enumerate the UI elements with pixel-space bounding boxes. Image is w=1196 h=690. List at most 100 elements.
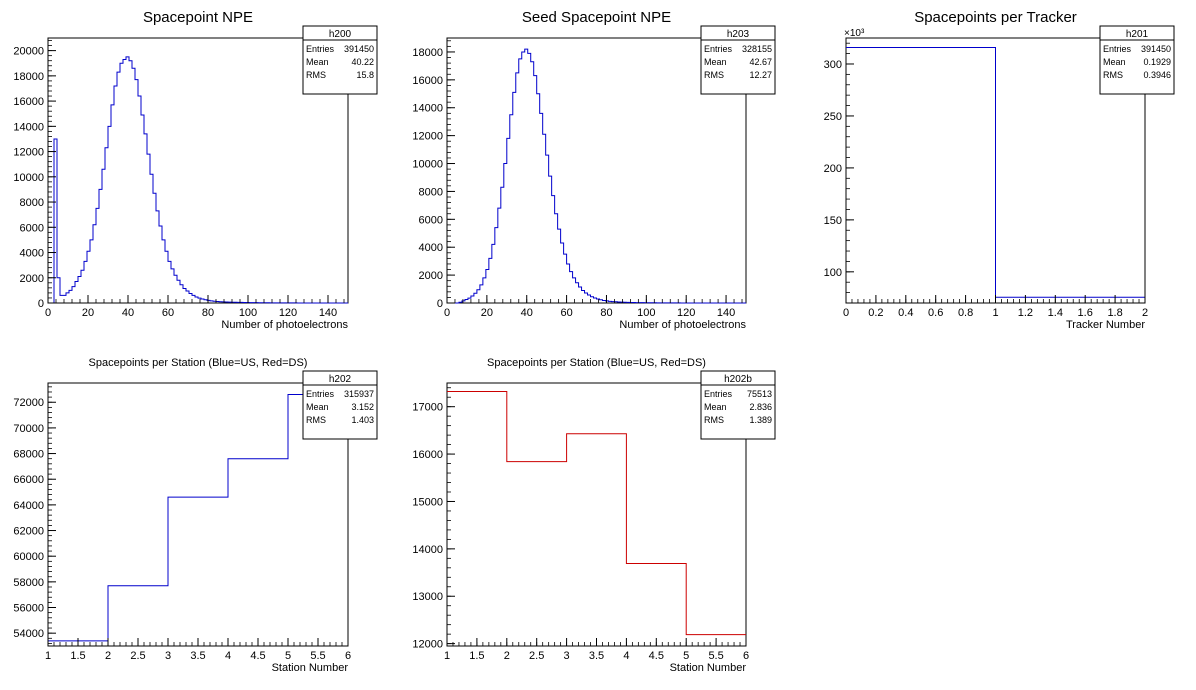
histogram-line — [48, 56, 348, 304]
y-tick-label: 64000 — [13, 500, 44, 512]
x-tick-label: 5 — [285, 650, 291, 662]
y-tick-label: 8000 — [20, 197, 44, 209]
y-tick-label: 300 — [824, 59, 842, 71]
x-tick-label: 3.5 — [589, 650, 604, 662]
y-tick-label: 58000 — [13, 577, 44, 589]
y-tick-label: 14000 — [412, 103, 443, 115]
x-axis-title: Station Number — [670, 662, 747, 674]
y-tick-label: 62000 — [13, 526, 44, 538]
x-tick-label: 1 — [444, 650, 450, 662]
y-tick-label: 18000 — [412, 47, 443, 59]
x-tick-label: 3 — [165, 650, 171, 662]
stats-mean-value: 2.836 — [749, 402, 772, 412]
stats-box-frame — [302, 25, 378, 95]
y-tick-label: 15000 — [412, 496, 443, 508]
stats-box-frame — [1099, 25, 1175, 95]
x-tick-label: 1.4 — [1048, 307, 1063, 319]
x-tick-label: 1.5 — [469, 650, 484, 662]
stats-hist-name: h202 — [329, 374, 352, 385]
x-axis-title: Number of photoelectrons — [221, 319, 348, 331]
y-tick-label: 200 — [824, 163, 842, 175]
stats-mean-value: 40.22 — [351, 57, 374, 67]
y-tick-label: 54000 — [13, 628, 44, 640]
y-tick-label: 100 — [824, 267, 842, 279]
y-tick-label: 14000 — [13, 121, 44, 133]
y-tick-label: 0 — [38, 298, 44, 310]
stats-hist-name: h202b — [724, 374, 752, 385]
y-tick-label: 8000 — [419, 186, 443, 198]
stats-box: h201 Entries 391450 Mean 0.1929 RMS 0.3946 — [1099, 25, 1175, 95]
y-tick-label: 2000 — [20, 273, 44, 285]
x-tick-label: 4 — [225, 650, 231, 662]
histogram-line — [846, 46, 1145, 298]
stats-mean-label: Mean — [306, 402, 329, 412]
y-tick-label: 13000 — [412, 591, 443, 603]
stats-rms-value: 1.389 — [749, 415, 772, 425]
stats-entries-value: 391450 — [344, 44, 374, 54]
x-tick-label: 4.5 — [250, 650, 265, 662]
stats-entries-value: 328155 — [742, 44, 772, 54]
stats-entries-label: Entries — [704, 44, 733, 54]
y-tick-label: 6000 — [20, 222, 44, 234]
x-tick-label: 80 — [600, 307, 612, 319]
y-tick-label: 66000 — [13, 474, 44, 486]
x-tick-label: 6 — [743, 650, 749, 662]
stats-entries-value: 75513 — [747, 389, 772, 399]
y-tick-label: 250 — [824, 111, 842, 123]
y-tick-label: 12000 — [412, 131, 443, 143]
x-tick-label: 2 — [1142, 307, 1148, 319]
x-tick-label: 20 — [82, 307, 94, 319]
x-tick-label: 20 — [481, 307, 493, 319]
stats-mean-label: Mean — [704, 402, 727, 412]
x-tick-label: 0 — [843, 307, 849, 319]
y-tick-label: 16000 — [13, 96, 44, 108]
x-tick-label: 140 — [319, 307, 337, 319]
x-tick-label: 5 — [683, 650, 689, 662]
y-tick-label: 70000 — [13, 423, 44, 435]
stats-entries-value: 391450 — [1141, 44, 1171, 54]
y-tick-label: 12000 — [412, 639, 443, 651]
chart-panel-2: Seed Spacepoint NPE 0 20 40 60 80 100 120 140 0 20… — [412, 9, 776, 331]
x-tick-label: 100 — [637, 307, 655, 319]
x-tick-label: 1.8 — [1107, 307, 1122, 319]
x-tick-label: 4 — [623, 650, 629, 662]
x-axis-title: Tracker Number — [1066, 319, 1145, 331]
chart-title: Spacepoints per Tracker — [914, 9, 1077, 26]
stats-box: h200 Entries 391450 Mean 40.22 RMS 15.8 — [302, 25, 378, 95]
x-tick-label: 1 — [992, 307, 998, 319]
y-tick-label: 10000 — [412, 159, 443, 171]
x-tick-label: 3.5 — [190, 650, 205, 662]
y-tick-label: 16000 — [412, 449, 443, 461]
x-tick-label: 2 — [105, 650, 111, 662]
x-tick-label: 120 — [279, 307, 297, 319]
stats-mean-label: Mean — [306, 57, 329, 67]
x-tick-label: 140 — [717, 307, 735, 319]
chart-title: Spacepoints per Station (Blue=US, Red=DS… — [89, 357, 308, 369]
x-tick-label: 60 — [162, 307, 174, 319]
y-tick-label: 20000 — [13, 46, 44, 58]
histogram-line — [48, 394, 348, 642]
x-axis-title: Station Number — [272, 662, 349, 674]
stats-rms-label: RMS — [1103, 70, 1123, 80]
stats-rms-label: RMS — [704, 70, 724, 80]
chart-panel-3: Spacepoints per Tracker 0 0.2 0.4 0.6 0.8 1 1.2… — [824, 9, 1175, 331]
stats-mean-value: 0.1929 — [1143, 57, 1171, 67]
stats-mean-value: 3.152 — [351, 402, 374, 412]
chart-title: Spacepoints per Station (Blue=US, Red=DS… — [487, 357, 706, 369]
x-tick-label: 80 — [202, 307, 214, 319]
stats-box: h203 Entries 328155 Mean 42.67 RMS 12.27 — [700, 25, 776, 95]
x-tick-label: 100 — [239, 307, 257, 319]
x-tick-label: 2.5 — [529, 650, 544, 662]
chart-panel-4: Spacepoints per Station (Blue=US, Red=DS… — [13, 357, 378, 674]
stats-rms-label: RMS — [306, 415, 326, 425]
stats-box: h202 Entries 315937 Mean 3.152 RMS 1.403 — [302, 370, 378, 440]
y-tick-label: 56000 — [13, 603, 44, 615]
x-tick-label: 5.5 — [310, 650, 325, 662]
y-tick-label: 12000 — [13, 147, 44, 159]
y-tick-label: 72000 — [13, 397, 44, 409]
x-tick-label: 1.6 — [1078, 307, 1093, 319]
x-tick-label: 2 — [504, 650, 510, 662]
stats-rms-label: RMS — [704, 415, 724, 425]
stats-entries-value: 315937 — [344, 389, 374, 399]
